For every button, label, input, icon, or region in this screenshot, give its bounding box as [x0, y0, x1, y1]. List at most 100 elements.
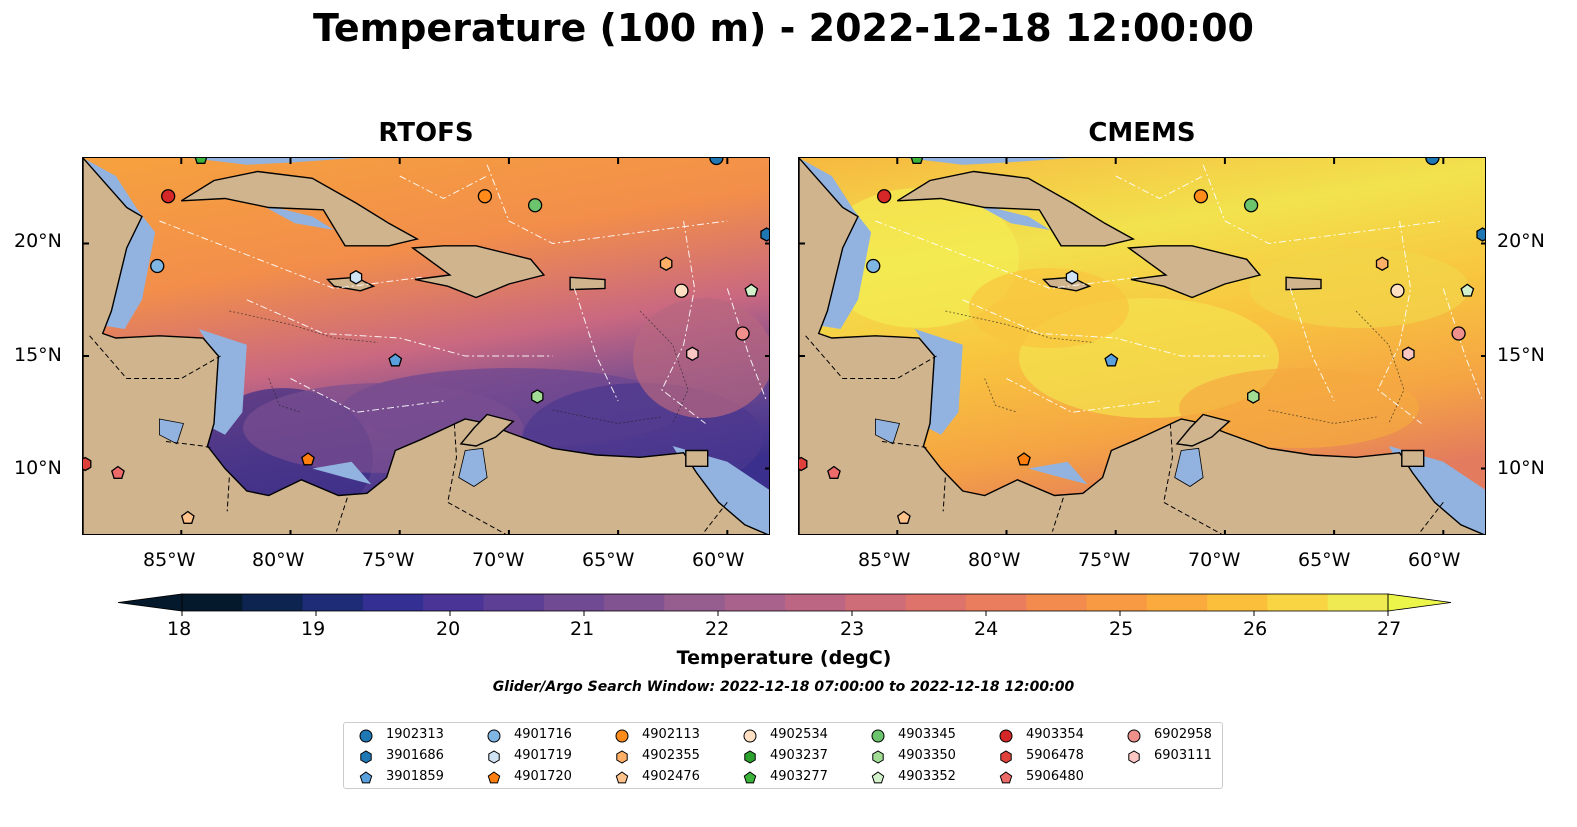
platform-marker-1902313	[709, 158, 724, 166]
legend-marker-circle-icon	[999, 729, 1013, 743]
colorbar-bin	[1267, 594, 1329, 611]
platform-marker-5906480	[111, 465, 125, 479]
figure-title: Temperature (100 m) - 2022-12-18 12:00:0…	[312, 6, 1254, 50]
eez-boundary	[962, 299, 1269, 357]
colorbar-bin	[242, 594, 304, 611]
country-border	[1418, 501, 1444, 534]
legend-label: 1902313	[386, 727, 444, 742]
colorbar	[117, 593, 1452, 616]
lake	[875, 418, 901, 445]
eez-boundary	[573, 288, 619, 402]
colorbar-bin	[182, 594, 243, 611]
lon-tick: 70°W	[1188, 549, 1241, 571]
legend-marker-hexagon-icon	[872, 750, 884, 764]
lon-tick: 75°W	[1078, 549, 1131, 571]
legend-marker-hexagon-icon	[360, 750, 372, 764]
country-border	[447, 423, 507, 534]
platform-marker-4901720	[301, 452, 315, 466]
land-mass	[685, 449, 709, 467]
eez-boundary	[875, 220, 1138, 290]
country-border	[1163, 423, 1223, 534]
country-border	[805, 335, 937, 379]
platform-marker-4903352	[744, 283, 759, 297]
shallow-shelf	[190, 158, 356, 165]
platform-marker-4903277	[194, 158, 208, 164]
legend-label: 4902355	[642, 748, 700, 763]
colorbar-bin	[1086, 594, 1148, 611]
lat-tick: 20°N	[14, 230, 62, 252]
legend-marker-circle-icon	[1127, 729, 1141, 743]
shallow-shelf	[672, 446, 769, 534]
country-border	[335, 497, 348, 532]
eez-boundary	[661, 220, 706, 424]
colorbar-over-arrow	[1387, 593, 1452, 612]
legend-marker-hexagon-icon	[744, 750, 756, 764]
eez-boundary	[486, 164, 728, 245]
land-mass	[410, 245, 546, 299]
temperature-patch	[633, 298, 769, 418]
legend-marker-circle-icon	[615, 729, 629, 743]
land-mass	[569, 276, 606, 291]
lon-tick: 65°W	[1298, 549, 1351, 571]
lake	[1174, 447, 1204, 487]
colorbar-bin	[785, 594, 846, 611]
temperature-patch	[1179, 368, 1419, 448]
legend-label: 6903111	[1154, 748, 1212, 763]
platform-marker-5906478	[799, 456, 808, 472]
legend-label: 4902476	[642, 769, 700, 784]
platform-marker-6903111	[686, 346, 699, 362]
land-mass	[896, 170, 1136, 247]
lon-tick: 85°W	[143, 549, 196, 571]
platform-marker-4902355	[1375, 256, 1389, 271]
legend-marker-hexagon-icon	[1000, 750, 1012, 764]
colorbar-bin	[965, 594, 1027, 611]
panel-title-cmems: CMEMS	[1088, 118, 1196, 148]
eez-boundary	[726, 288, 768, 402]
platform-marker-4901716	[866, 258, 881, 274]
legend-marker-hexagon-icon	[488, 750, 500, 764]
lat-tick: 10°N	[14, 457, 62, 479]
lon-tick: 75°W	[362, 549, 415, 571]
country-border	[942, 477, 946, 512]
legend-label: 4903352	[898, 769, 956, 784]
legend-marker-circle-icon	[487, 729, 501, 743]
country-border	[165, 441, 213, 449]
eez-boundary	[246, 299, 553, 357]
depth-contour	[1355, 310, 1405, 424]
colorbar-tick: 20	[436, 618, 461, 640]
legend-marker-pentagon-icon	[487, 771, 501, 784]
platform-marker-4902534	[1390, 283, 1405, 298]
lon-tick: 65°W	[582, 549, 635, 571]
lon-tick: 80°W	[968, 549, 1021, 571]
country-border	[702, 501, 728, 534]
colorbar-tick: 21	[570, 618, 595, 640]
platform-marker-4901719	[349, 270, 363, 285]
platform-marker-3901686	[760, 227, 769, 242]
colorbar-tick: 23	[840, 618, 865, 640]
platform-legend: 1902313 3901686 3901859 4901716 4901719 49017…	[343, 722, 1223, 789]
legend-marker-pentagon-icon	[359, 771, 373, 784]
platform-marker-4901719	[1065, 270, 1079, 285]
legend-marker-circle-icon	[871, 729, 885, 743]
colorbar-bin	[302, 594, 364, 611]
platform-marker-4901720	[1017, 452, 1031, 466]
legend-marker-pentagon-icon	[999, 771, 1013, 784]
depth-contour	[984, 378, 1018, 413]
platform-marker-6902958	[1451, 326, 1466, 341]
eez-boundary	[1442, 288, 1484, 402]
legend-marker-circle-icon	[743, 729, 757, 743]
search-window-caption: Glider/Argo Search Window: 2022-12-18 07…	[492, 679, 1075, 695]
platform-marker-4903345	[1243, 198, 1259, 213]
platform-marker-4902113	[477, 189, 493, 204]
colorbar-bin	[543, 594, 605, 611]
lat-tick: 10°N	[1497, 457, 1545, 479]
colorbar-tick: 19	[301, 618, 326, 640]
legend-label: 4901716	[514, 727, 572, 742]
legend-label: 4903350	[898, 748, 956, 763]
colorbar-bin	[1207, 594, 1268, 611]
lake	[159, 418, 185, 445]
land-mass	[1126, 245, 1262, 299]
colorbar-bin	[423, 594, 485, 611]
depth-contour	[1268, 409, 1378, 424]
colorbar-tick: 25	[1109, 618, 1134, 640]
